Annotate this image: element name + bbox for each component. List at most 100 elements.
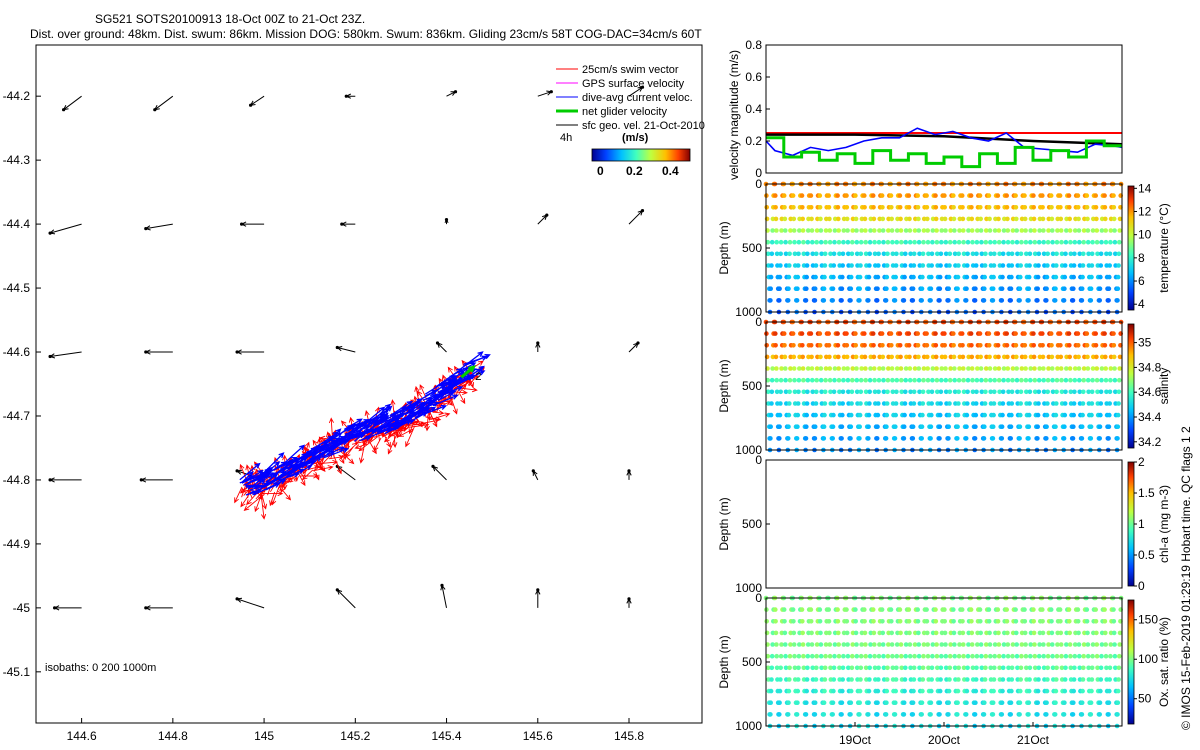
section-sample-dot xyxy=(880,619,885,624)
section-sample-dot xyxy=(846,389,851,395)
section-sample-dot xyxy=(1015,389,1020,395)
section-sample-dot xyxy=(1008,700,1014,705)
section-sample-dot xyxy=(796,251,801,257)
section-sample-dot xyxy=(1031,216,1037,222)
geo-vector-arrow xyxy=(144,223,173,231)
section-sample-dot xyxy=(1062,274,1068,280)
section-sample-dot xyxy=(997,665,1002,671)
section-sample-dot xyxy=(845,239,851,245)
section-sample-dot xyxy=(1022,343,1028,348)
section-sample-dot xyxy=(822,412,827,418)
section-sample-dot xyxy=(1077,239,1082,245)
geo-vector-tip xyxy=(240,222,244,226)
section-sample-dot xyxy=(938,263,943,268)
section-sample-dot xyxy=(893,424,898,430)
section-sample-dot xyxy=(849,263,854,268)
section-sample-dot xyxy=(959,607,965,612)
section-sample-dot xyxy=(946,298,951,303)
section-sample-dot xyxy=(818,630,823,636)
section-sample-dot xyxy=(875,700,880,705)
section-sample-dot xyxy=(960,354,966,360)
section-sample-dot xyxy=(928,700,934,705)
section-sample-dot xyxy=(1031,193,1036,198)
section-sample-dot xyxy=(848,436,853,441)
map-legend: 25cm/s swim vector GPS surface velocity … xyxy=(556,64,705,178)
section-sample-dot xyxy=(979,377,984,383)
section-sample-dot xyxy=(933,193,938,198)
section-sample-dot xyxy=(1014,377,1020,383)
section-sample-dot xyxy=(764,343,769,348)
geo-vector-tip xyxy=(340,222,344,226)
section-sample-dot xyxy=(965,239,971,245)
section-sample-dot xyxy=(1079,286,1085,292)
section-sample-dot xyxy=(831,389,837,395)
section-sample-dot xyxy=(951,619,956,624)
section-sample-dot xyxy=(1040,205,1045,210)
section-sample-dot xyxy=(1093,331,1098,336)
geo-vector-arrow xyxy=(53,605,82,611)
section-sample-dot xyxy=(844,354,850,360)
geo-vector-tip xyxy=(435,341,440,345)
section-sample-dot xyxy=(1098,412,1103,418)
section-sample-dot xyxy=(1059,239,1064,245)
section-sample-dot xyxy=(840,412,845,418)
section-sample-dot xyxy=(1040,354,1046,360)
section-sample-dot xyxy=(853,216,859,222)
section-sample-dot xyxy=(889,228,895,233)
section-sample-dot xyxy=(942,216,948,222)
section-sample-dot xyxy=(1089,688,1094,694)
geo-vector-tip xyxy=(640,209,645,213)
section-sample-dot xyxy=(903,239,908,245)
section-sample-dot xyxy=(791,642,797,647)
section-sample-dot xyxy=(787,665,792,671)
section-sample-dot xyxy=(1048,607,1054,612)
section-sample-dot xyxy=(1024,389,1029,395)
section-sample-dot xyxy=(797,228,802,233)
section-sample-dot xyxy=(964,700,969,705)
section-sample-dot xyxy=(997,389,1002,395)
section-sample-dot xyxy=(1004,331,1009,336)
section-sample-dot xyxy=(1006,389,1011,395)
section-sample-dot xyxy=(773,331,778,336)
section-sample-dot xyxy=(866,424,871,430)
section-sample-dot xyxy=(915,205,921,210)
section-sample-dot xyxy=(849,389,855,395)
section-sample-dot xyxy=(791,354,797,360)
section-sample-dot xyxy=(774,366,779,371)
section-sample-dot xyxy=(1107,389,1113,395)
dac-vector-arrow xyxy=(343,418,363,430)
section-sample-dot xyxy=(786,412,792,418)
geo-vector-tip xyxy=(153,108,157,112)
section-sample-dot xyxy=(805,653,811,659)
section-sample-dot xyxy=(982,401,988,406)
section-sample-dot xyxy=(1094,216,1099,222)
section-sample-dot xyxy=(929,401,934,406)
section-sample-dot xyxy=(908,251,913,257)
section-sample-dot xyxy=(1009,251,1015,257)
section-sample-dot xyxy=(1070,712,1076,717)
section-sample-dot xyxy=(862,216,868,222)
section-sample-dot xyxy=(906,331,912,336)
section-sample-dot xyxy=(773,619,778,624)
section-sample-dot xyxy=(1103,653,1109,659)
section-sample-dot xyxy=(959,193,965,198)
section-sample-dot xyxy=(1102,619,1108,624)
section-sample-dot xyxy=(948,642,953,647)
section-sample-dot xyxy=(841,377,846,383)
isobaths-label: isobaths: 0 200 1000m xyxy=(45,662,156,674)
swim-vector-arrow xyxy=(339,455,345,465)
velocity-y-tick-label: 0 xyxy=(755,166,762,180)
section-sample-dot xyxy=(1062,424,1067,430)
section-sample-dot xyxy=(876,377,882,383)
section-sample-dot xyxy=(902,688,907,694)
section-sample-dot xyxy=(987,642,993,647)
section-sample-dot xyxy=(866,712,871,717)
dac-vector-arrow xyxy=(429,383,446,397)
section-sample-dot xyxy=(777,412,783,418)
section-sample-dot xyxy=(1115,286,1121,292)
section-sample-dot xyxy=(1054,677,1059,682)
section-sample-dot xyxy=(795,412,801,418)
section-sample-dot xyxy=(813,677,819,682)
section-sample-dot xyxy=(952,642,957,647)
section-sample-dot xyxy=(826,607,831,612)
